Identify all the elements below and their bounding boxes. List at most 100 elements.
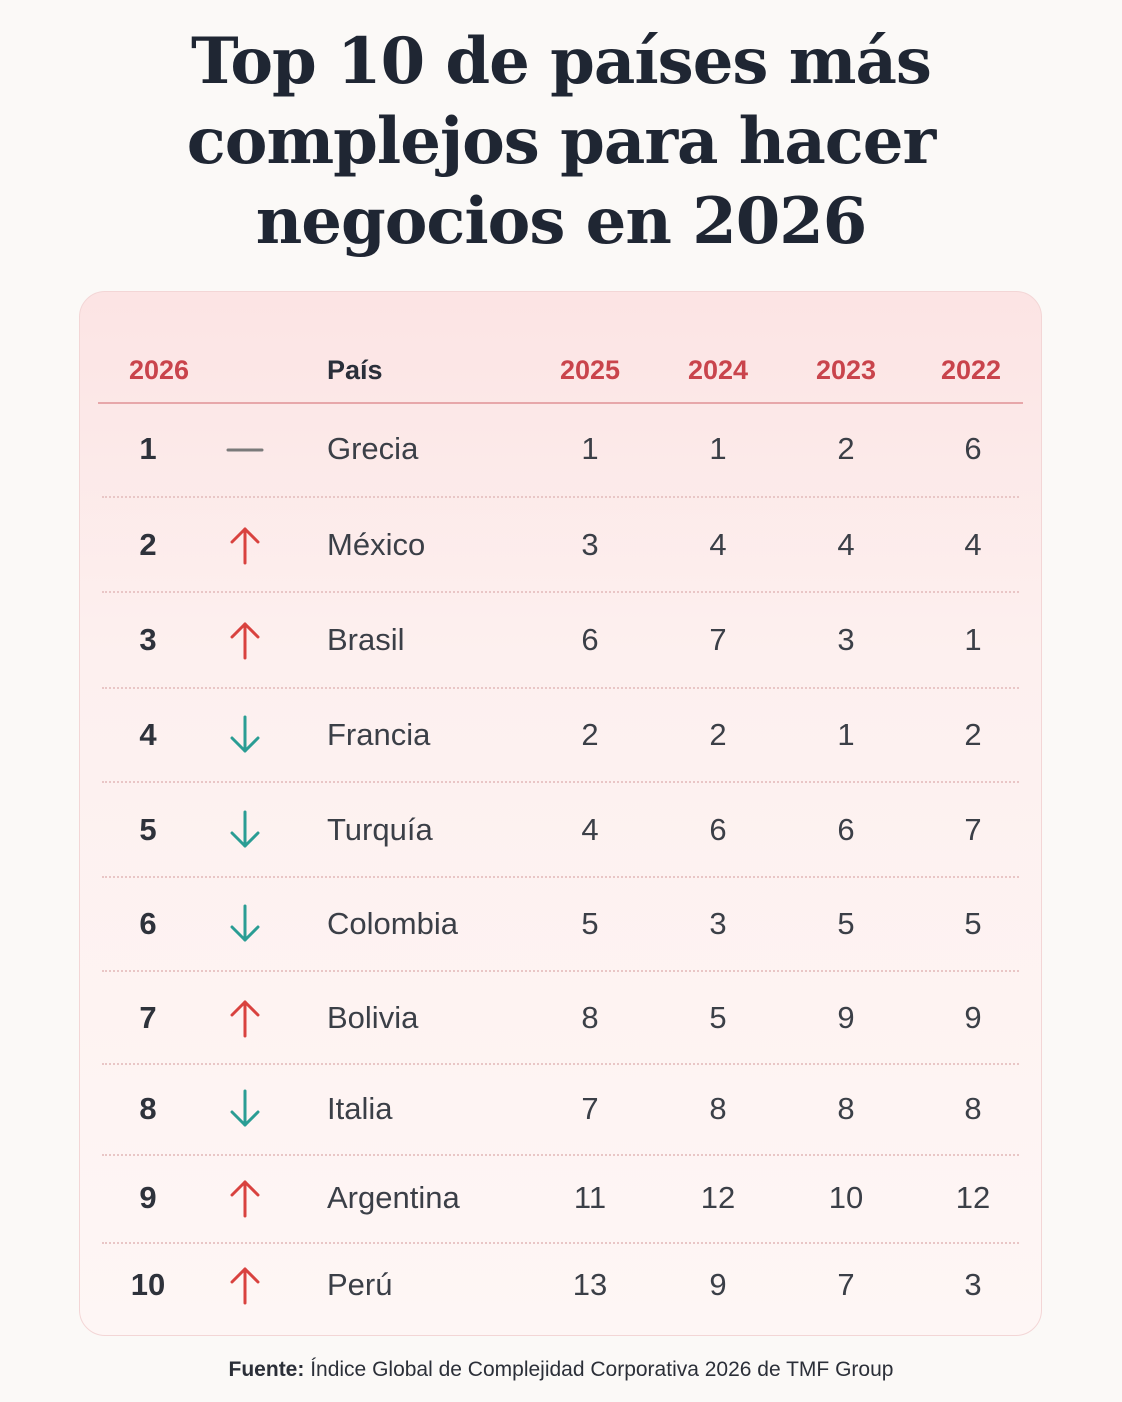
rank-2025-cell: 4 — [581, 812, 599, 847]
header-2025: 2025 — [559, 355, 621, 385]
page-title: Top 10 de países más complejos para hace… — [0, 22, 1122, 262]
rank-2025-cell: 13 — [572, 1267, 608, 1302]
header-country: País — [327, 355, 383, 385]
table-row: 5 Turquía 4 6 6 7 — [80, 810, 1041, 850]
row-divider — [102, 591, 1019, 593]
rank-2025-cell: 2 — [581, 717, 599, 752]
ranking-table: 2026 País 2025 2024 2023 2022 1 Grecia 1 1 2… — [79, 291, 1042, 1336]
rank-2023-cell: 6 — [837, 812, 855, 847]
header-rank-2026: 2026 — [128, 355, 190, 385]
rank-2023-cell: 7 — [837, 1267, 855, 1302]
row-divider — [102, 1242, 1019, 1244]
rank-2025-cell: 1 — [581, 431, 599, 466]
country-cell: Perú — [327, 1267, 393, 1302]
table-row: 9 Argentina 11 12 10 12 — [80, 1178, 1041, 1218]
rank-2022-cell: 1 — [964, 622, 982, 657]
arrow-up-icon — [225, 998, 265, 1038]
rank-2025-cell: 11 — [573, 1180, 607, 1215]
rank-2023-cell: 8 — [837, 1091, 855, 1126]
source-text: Índice Global de Complejidad Corporativa… — [304, 1358, 894, 1381]
rank-cell: 4 — [139, 717, 157, 752]
arrow-up-icon — [225, 620, 265, 660]
country-cell: Grecia — [327, 431, 419, 466]
row-divider — [102, 781, 1019, 783]
arrow-down-icon — [225, 1089, 265, 1129]
rank-2024-cell: 1 — [709, 431, 727, 466]
rank-cell: 2 — [139, 527, 157, 562]
country-cell: Bolivia — [327, 1000, 419, 1035]
table-row: 7 Bolivia 8 5 9 9 — [80, 998, 1041, 1038]
rank-cell: 10 — [130, 1267, 166, 1302]
rank-2022-cell: 6 — [964, 431, 982, 466]
rank-2022-cell: 2 — [964, 717, 982, 752]
row-divider — [102, 1063, 1019, 1065]
rank-cell: 3 — [139, 622, 157, 657]
row-divider — [102, 687, 1019, 689]
country-cell: México — [327, 527, 426, 562]
arrow-up-icon — [225, 1265, 265, 1305]
country-cell: Francia — [327, 717, 431, 752]
rank-2023-cell: 9 — [837, 1000, 855, 1035]
arrow-down-icon — [225, 715, 265, 755]
rank-2022-cell: 7 — [964, 812, 982, 847]
country-cell: Turquía — [327, 812, 433, 847]
row-divider — [102, 970, 1019, 972]
country-cell: Colombia — [327, 906, 458, 941]
table-row: 8 Italia 7 8 8 8 — [80, 1089, 1041, 1129]
rank-2022-cell: 5 — [964, 906, 982, 941]
title-line-1: Top 10 de países más — [191, 24, 932, 99]
rank-cell: 9 — [139, 1180, 157, 1215]
rank-2023-cell: 5 — [837, 906, 855, 941]
row-divider — [102, 1154, 1019, 1156]
rank-2024-cell: 9 — [709, 1267, 727, 1302]
rank-cell: 6 — [139, 906, 157, 941]
rank-2024-cell: 6 — [709, 812, 727, 847]
rank-2022-cell: 8 — [964, 1091, 982, 1126]
header-2022: 2022 — [940, 355, 1002, 385]
rank-2023-cell: 4 — [837, 527, 855, 562]
header-2024: 2024 — [687, 355, 749, 385]
source-note: Fuente: Índice Global de Complejidad Cor… — [0, 1355, 1122, 1385]
rank-cell: 1 — [139, 431, 157, 466]
rank-2025-cell: 8 — [581, 1000, 599, 1035]
country-cell: Italia — [327, 1091, 393, 1126]
rank-2025-cell: 5 — [581, 906, 599, 941]
rank-2022-cell: 3 — [964, 1267, 982, 1302]
title-line-2: complejos para hacer — [186, 104, 936, 179]
table-row: 2 México 3 4 4 4 — [80, 525, 1041, 565]
rank-2024-cell: 8 — [709, 1091, 727, 1126]
rank-2024-cell: 3 — [709, 906, 727, 941]
header-divider — [98, 402, 1023, 404]
rank-2025-cell: 7 — [581, 1091, 599, 1126]
rank-2024-cell: 7 — [709, 622, 727, 657]
rank-cell: 8 — [139, 1091, 157, 1126]
dash-icon — [225, 429, 265, 469]
rank-cell: 5 — [139, 812, 157, 847]
rank-cell: 7 — [139, 1000, 157, 1035]
rank-2024-cell: 5 — [709, 1000, 727, 1035]
rank-2022-cell: 9 — [964, 1000, 982, 1035]
rank-2024-cell: 2 — [709, 717, 727, 752]
rank-2022-cell: 4 — [964, 527, 982, 562]
title-line-3: negocios en 2026 — [255, 184, 868, 259]
table-row: 6 Colombia 5 3 5 5 — [80, 904, 1041, 944]
rank-2025-cell: 3 — [581, 527, 599, 562]
table-row: 10 Perú 13 9 7 3 — [80, 1265, 1041, 1305]
table-row: 3 Brasil 6 7 3 1 — [80, 620, 1041, 660]
country-cell: Argentina — [327, 1180, 460, 1215]
arrow-down-icon — [225, 904, 265, 944]
table-row: 1 Grecia 1 1 2 6 — [80, 429, 1041, 469]
country-cell: Brasil — [327, 622, 405, 657]
rank-2024-cell: 12 — [700, 1180, 736, 1215]
table-row: 4 Francia 2 2 1 2 — [80, 715, 1041, 755]
arrow-down-icon — [225, 810, 265, 850]
row-divider — [102, 496, 1019, 498]
source-label: Fuente: — [228, 1358, 305, 1381]
rank-2023-cell: 2 — [837, 431, 855, 466]
arrow-up-icon — [225, 1178, 265, 1218]
rank-2023-cell: 1 — [837, 717, 855, 752]
arrow-up-icon — [225, 525, 265, 565]
rank-2023-cell: 3 — [837, 622, 855, 657]
rank-2023-cell: 10 — [828, 1180, 864, 1215]
row-divider — [102, 876, 1019, 878]
